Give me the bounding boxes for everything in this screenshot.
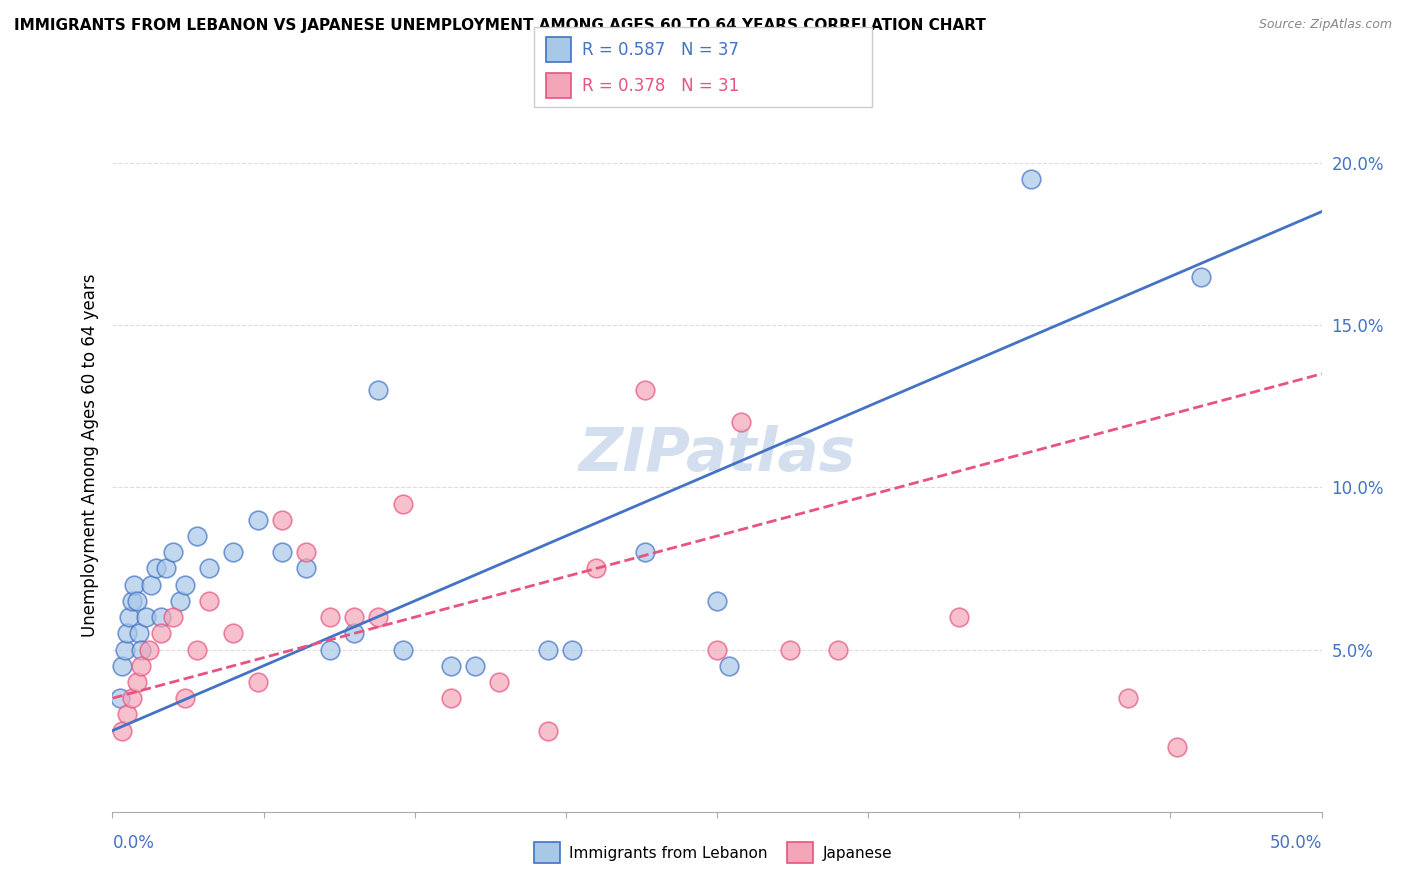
Point xyxy=(121,594,143,608)
Point xyxy=(391,642,413,657)
Text: R = 0.587   N = 37: R = 0.587 N = 37 xyxy=(582,41,740,59)
Point xyxy=(162,545,184,559)
Point xyxy=(367,383,389,397)
Point xyxy=(108,691,131,706)
Point xyxy=(1189,269,1212,284)
Point xyxy=(149,626,172,640)
Text: 50.0%: 50.0% xyxy=(1270,834,1322,852)
Point xyxy=(367,610,389,624)
Point xyxy=(718,658,741,673)
Point xyxy=(319,642,342,657)
Point xyxy=(149,610,172,624)
Point xyxy=(115,626,138,640)
Point xyxy=(115,707,138,722)
Point xyxy=(114,642,136,657)
Point xyxy=(121,691,143,706)
Y-axis label: Unemployment Among Ages 60 to 64 years: Unemployment Among Ages 60 to 64 years xyxy=(80,273,98,637)
Point xyxy=(391,497,413,511)
Point xyxy=(319,610,342,624)
Point xyxy=(118,610,141,624)
Point xyxy=(706,642,728,657)
Point xyxy=(1166,739,1188,754)
Point xyxy=(174,577,197,591)
Text: ZIPatlas: ZIPatlas xyxy=(578,425,856,484)
Point xyxy=(186,529,208,543)
Point xyxy=(222,545,245,559)
Point xyxy=(169,594,191,608)
Point xyxy=(270,545,292,559)
Text: R = 0.378   N = 31: R = 0.378 N = 31 xyxy=(582,77,740,95)
Point xyxy=(125,594,148,608)
Point xyxy=(1116,691,1139,706)
Point xyxy=(537,723,560,738)
Point xyxy=(125,675,148,690)
Text: 0.0%: 0.0% xyxy=(112,834,155,852)
Point xyxy=(827,642,849,657)
Point xyxy=(145,561,167,575)
Point xyxy=(730,416,752,430)
Point xyxy=(464,658,486,673)
Point xyxy=(1021,172,1043,186)
Text: Source: ZipAtlas.com: Source: ZipAtlas.com xyxy=(1258,18,1392,31)
Point xyxy=(779,642,801,657)
Point xyxy=(633,383,655,397)
Point xyxy=(295,561,318,575)
Point xyxy=(111,658,134,673)
Point xyxy=(343,610,366,624)
Point xyxy=(128,626,150,640)
Point xyxy=(270,513,292,527)
Point xyxy=(488,675,510,690)
Point xyxy=(706,594,728,608)
Point xyxy=(131,658,153,673)
Point xyxy=(440,691,463,706)
Point xyxy=(948,610,970,624)
Point xyxy=(162,610,184,624)
Point xyxy=(198,561,221,575)
Text: Immigrants from Lebanon: Immigrants from Lebanon xyxy=(569,846,768,861)
Point xyxy=(131,642,153,657)
Point xyxy=(537,642,560,657)
Point xyxy=(222,626,245,640)
Text: IMMIGRANTS FROM LEBANON VS JAPANESE UNEMPLOYMENT AMONG AGES 60 TO 64 YEARS CORRE: IMMIGRANTS FROM LEBANON VS JAPANESE UNEM… xyxy=(14,18,986,33)
Point xyxy=(343,626,366,640)
Point xyxy=(633,545,655,559)
Point xyxy=(561,642,583,657)
Text: Japanese: Japanese xyxy=(823,846,893,861)
Point xyxy=(295,545,318,559)
Point xyxy=(440,658,463,673)
Point xyxy=(155,561,177,575)
Point xyxy=(135,610,157,624)
Point xyxy=(138,642,160,657)
Point xyxy=(111,723,134,738)
Point xyxy=(246,513,269,527)
Point xyxy=(198,594,221,608)
Point xyxy=(174,691,197,706)
Point xyxy=(186,642,208,657)
Point xyxy=(122,577,145,591)
Point xyxy=(585,561,607,575)
Point xyxy=(246,675,269,690)
Point xyxy=(141,577,163,591)
